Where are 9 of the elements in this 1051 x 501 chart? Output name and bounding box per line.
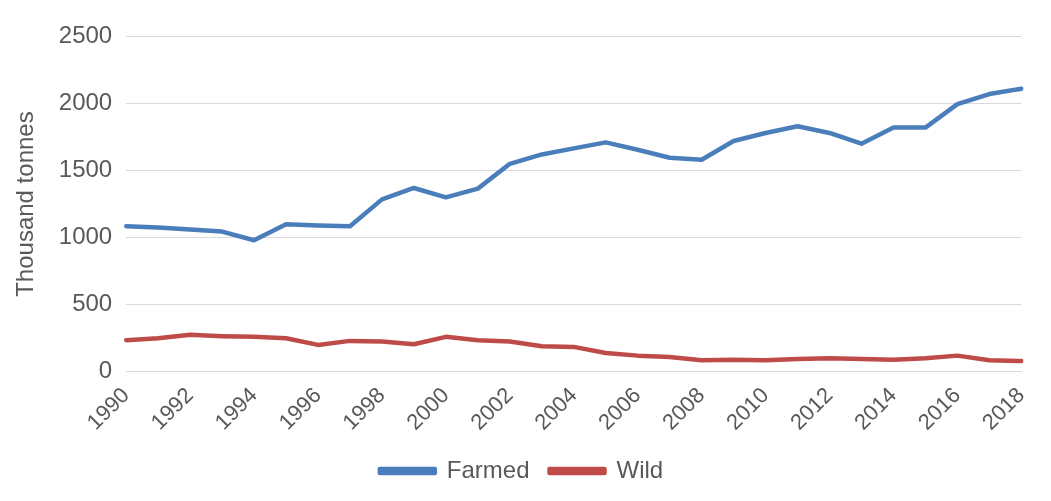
y-tick-label: 2000: [58, 88, 113, 116]
y-axis-title: Thousand tonnes: [11, 111, 39, 297]
y-tick-label: 1500: [58, 155, 113, 183]
legend-label: Farmed: [446, 455, 530, 483]
y-tick-label: 2500: [58, 21, 113, 49]
y-tick-label: 500: [72, 289, 113, 317]
y-tick-label: 1000: [58, 222, 113, 250]
legend-label: Wild: [616, 455, 664, 483]
y-tick-label: 0: [98, 356, 113, 384]
